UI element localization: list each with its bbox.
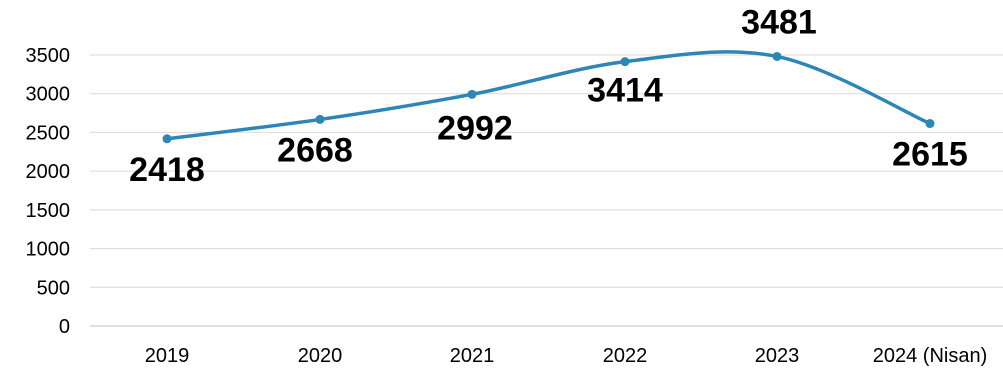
x-tick-label: 2024 (Nisan) (873, 345, 988, 367)
data-label: 2668 (277, 131, 353, 169)
y-tick-label: 2500 (26, 122, 71, 144)
data-point (620, 57, 630, 67)
series-line (165, 50, 932, 141)
x-tick-label: 2022 (603, 345, 648, 367)
y-axis-ticks: 0 500 1000 1500 2000 2500 3000 3500 (26, 45, 71, 338)
data-point (162, 134, 172, 144)
data-point (772, 51, 782, 61)
x-tick-label: 2021 (450, 345, 495, 367)
data-labels: 2418 2668 2992 3414 3481 2615 (129, 3, 968, 188)
data-label: 2418 (129, 151, 205, 189)
y-tick-label: 1000 (26, 239, 71, 261)
data-point (467, 89, 477, 99)
data-point (315, 114, 325, 124)
data-label: 3481 (741, 3, 817, 41)
data-point (925, 119, 935, 129)
x-axis-ticks: 2019 2020 2021 2022 2023 2024 (Nisan) (145, 345, 988, 367)
y-tick-label: 3000 (26, 84, 71, 106)
y-tick-label: 500 (37, 277, 70, 299)
y-tick-label: 3500 (26, 45, 71, 67)
x-tick-label: 2019 (145, 345, 190, 367)
y-tick-label: 1500 (26, 200, 71, 222)
x-tick-label: 2020 (298, 345, 343, 367)
data-label: 2615 (892, 136, 968, 174)
x-tick-label: 2023 (755, 345, 800, 367)
data-label: 3414 (587, 72, 663, 110)
data-label: 2992 (437, 109, 513, 147)
y-tick-label: 0 (59, 316, 70, 338)
gridlines (90, 54, 1003, 327)
series-group (162, 50, 935, 144)
y-tick-label: 2000 (26, 161, 71, 183)
